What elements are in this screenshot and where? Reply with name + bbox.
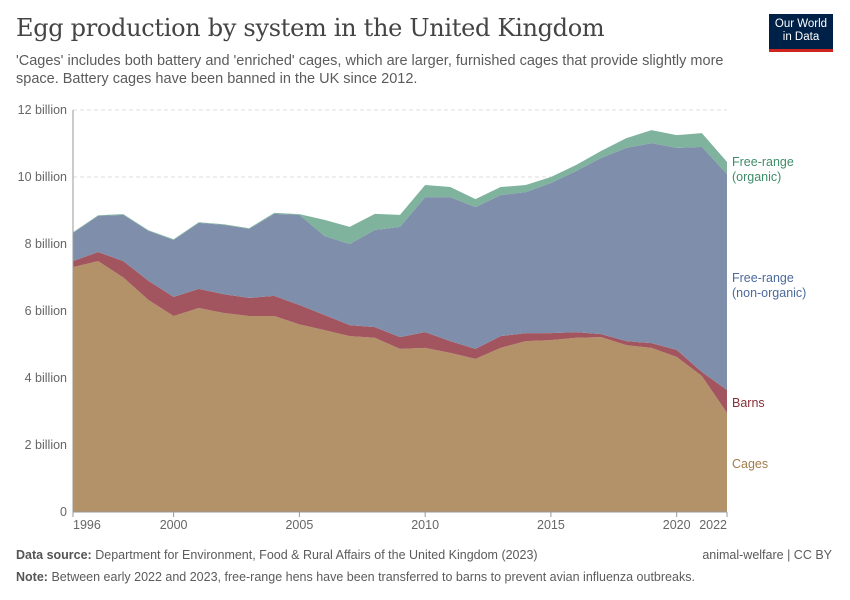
series-label-line: (non-organic) — [732, 286, 806, 300]
series-label-line: (organic) — [732, 170, 781, 184]
x-tick-label: 2000 — [160, 518, 188, 532]
series-label-line: Free-range — [732, 271, 794, 285]
y-tick-label: 8 billion — [25, 237, 67, 251]
y-tick-label: 0 — [60, 505, 67, 519]
y-tick-label: 12 billion — [18, 103, 67, 117]
area-free-range-organic- — [73, 130, 727, 244]
data-source: Data source: Department for Environment,… — [16, 548, 538, 562]
stacked-area-chart: 0 2 billion 4 billion 6 billion 8 billion 10 … — [18, 103, 807, 532]
series-label-line: Barns — [732, 396, 765, 410]
area-cages — [73, 261, 727, 512]
owid-logo[interactable]: Our World in Data — [769, 14, 833, 52]
logo-line1: Our World — [774, 18, 828, 30]
note-text: Between early 2022 and 2023, free-range … — [51, 570, 695, 584]
y-tick-label: 6 billion — [25, 304, 67, 318]
series-label: Cages — [732, 457, 768, 471]
chart-title: Egg production by system in the United K… — [16, 14, 605, 42]
series-label: Free-range (non-organic) — [732, 271, 806, 300]
x-tick-label: 2005 — [285, 518, 313, 532]
note-label: Note: — [16, 570, 48, 584]
y-tick-label: 10 billion — [18, 170, 67, 184]
license[interactable]: animal-welfare | CC BY — [702, 548, 832, 562]
series-label: Free-range (organic) — [732, 155, 794, 184]
area-free-range-non-organic- — [73, 143, 727, 391]
y-tick-label: 2 billion — [25, 438, 67, 452]
series-label-line: Cages — [732, 457, 768, 471]
x-tick-label: 2010 — [411, 518, 439, 532]
chart-subtitle: 'Cages' includes both battery and 'enric… — [16, 53, 724, 87]
x-tick-label: 2022 — [699, 518, 727, 532]
series-label-line: Free-range — [732, 155, 794, 169]
x-tick-label: 1996 — [73, 518, 101, 532]
logo-line2: in Data — [782, 31, 820, 43]
x-tick-label: 2015 — [537, 518, 565, 532]
x-tick-label: 2020 — [663, 518, 691, 532]
series-label: Barns — [732, 396, 765, 410]
note: Note: Between early 2022 and 2023, free-… — [16, 570, 695, 584]
y-tick-label: 4 billion — [25, 371, 67, 385]
source-label: Data source: — [16, 548, 92, 562]
source-text[interactable]: Department for Environment, Food & Rural… — [95, 548, 538, 562]
